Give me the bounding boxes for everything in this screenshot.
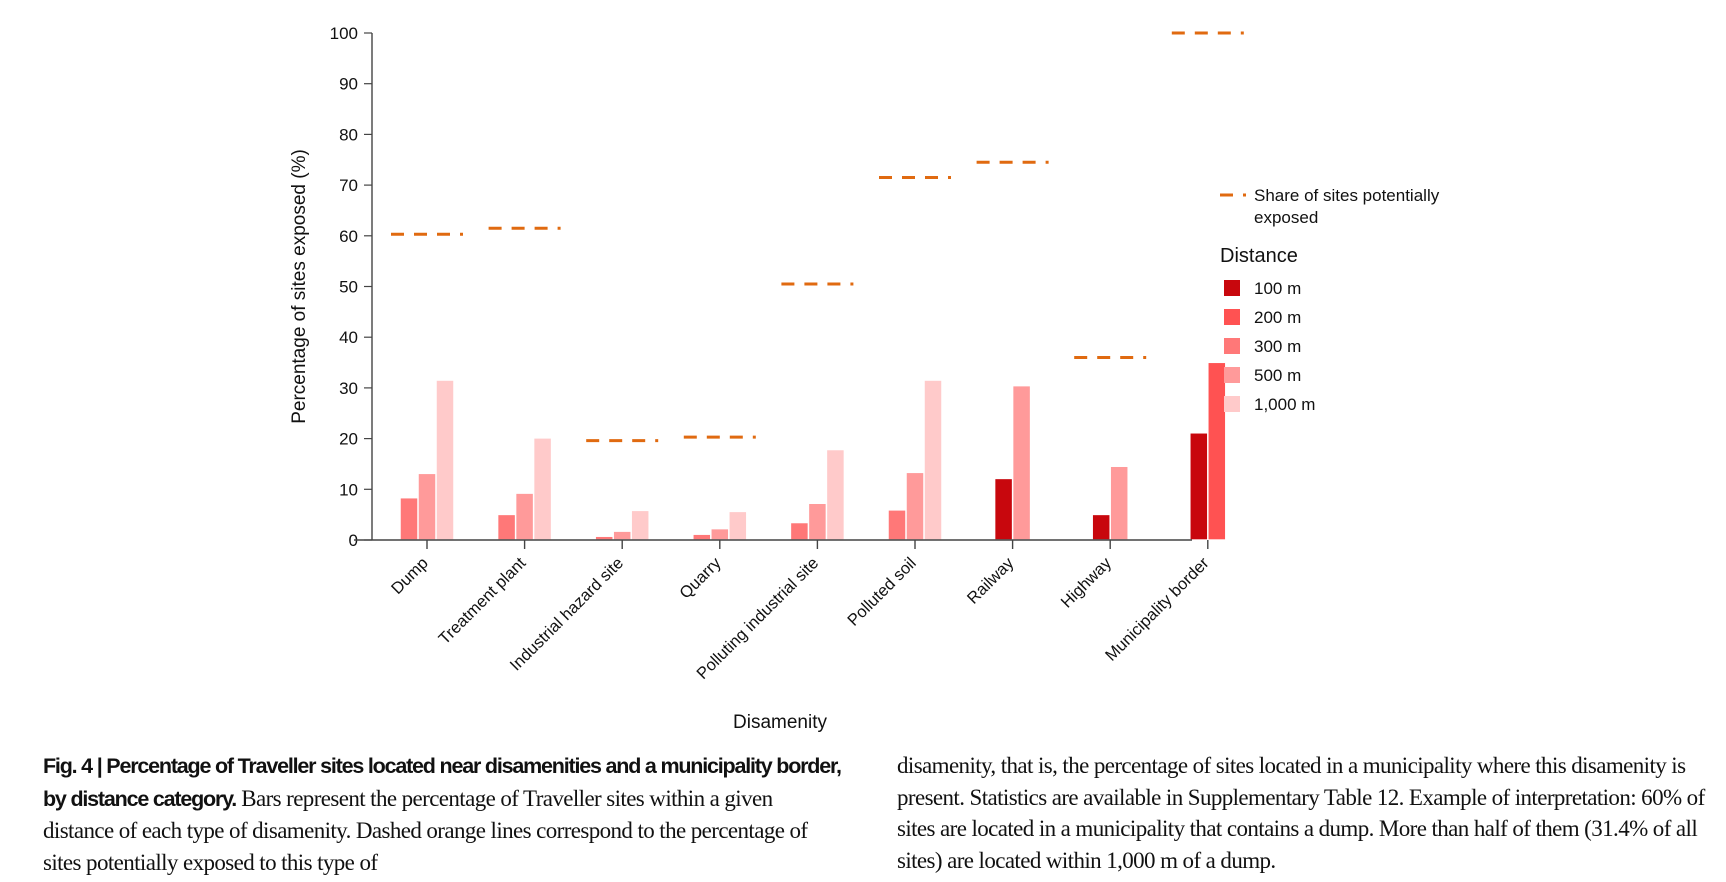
bar bbox=[1110, 466, 1128, 540]
bar bbox=[1190, 433, 1208, 540]
y-tick-label: 40 bbox=[339, 328, 358, 347]
legend-swatch bbox=[1224, 338, 1240, 354]
reference-lines-group bbox=[391, 31, 1244, 443]
legend-item-label: 100 m bbox=[1254, 279, 1301, 298]
y-tick-label: 70 bbox=[339, 176, 358, 195]
bar bbox=[436, 380, 454, 540]
y-tick-label: 100 bbox=[330, 24, 358, 43]
bar bbox=[516, 493, 533, 540]
bar bbox=[729, 512, 747, 540]
caption-text-left: Bars represent the percentage of Travell… bbox=[43, 785, 808, 875]
x-tick-label: Railway bbox=[964, 554, 1018, 608]
bar bbox=[791, 523, 808, 540]
x-axis-title: Disamenity bbox=[733, 712, 827, 733]
bar bbox=[888, 510, 906, 540]
caption-text-right: disamenity, that is, the percentage of s… bbox=[897, 753, 1705, 873]
legend-swatch bbox=[1224, 367, 1240, 383]
bar bbox=[400, 498, 418, 540]
x-tick-label: Highway bbox=[1058, 554, 1116, 612]
bars-group bbox=[400, 363, 1226, 540]
legend-item-label: 300 m bbox=[1254, 337, 1301, 356]
bar bbox=[924, 380, 942, 540]
y-tick-label: 10 bbox=[339, 480, 358, 499]
bar bbox=[827, 450, 844, 540]
y-tick-label: 80 bbox=[339, 125, 358, 144]
bar bbox=[534, 438, 551, 540]
bar bbox=[711, 529, 729, 540]
y-tick-label: 50 bbox=[339, 278, 358, 297]
legend-item-label: 500 m bbox=[1254, 366, 1301, 385]
legend: Share of sites potentially exposed Dista… bbox=[1220, 186, 1440, 414]
y-tick-label: 60 bbox=[339, 227, 358, 246]
x-tick-label: Treatment plant bbox=[435, 554, 529, 648]
legend-line-label: Share of sites potentially bbox=[1254, 186, 1440, 205]
x-tick-label: Polluted soil bbox=[844, 554, 920, 630]
figure-caption-right: disamenity, that is, the percentage of s… bbox=[897, 750, 1717, 876]
legend-items: 100 m 200 m 300 m 500 m 1,000 m bbox=[1224, 279, 1315, 414]
x-tick-label: Quarry bbox=[676, 554, 725, 603]
y-axis: 0 10 20 30 40 50 60 70 80 90 100 bbox=[330, 24, 373, 550]
bar bbox=[1208, 363, 1226, 540]
bar bbox=[595, 536, 613, 540]
x-tick-label: Industrial hazard site bbox=[507, 554, 627, 674]
bar bbox=[418, 474, 436, 540]
caption-title: Fig. 4 | Percentage of Traveller sites l… bbox=[43, 754, 842, 811]
bar bbox=[1092, 515, 1110, 540]
legend-title: Distance bbox=[1220, 245, 1298, 267]
legend-swatch bbox=[1224, 309, 1240, 325]
legend-swatch bbox=[1224, 280, 1240, 296]
y-axis-title: Percentage of sites exposed (%) bbox=[289, 149, 310, 424]
x-tick-label: Municipality border bbox=[1102, 554, 1213, 665]
bar bbox=[498, 515, 515, 540]
x-tick-label: Dump bbox=[388, 554, 432, 598]
y-tick-label: 20 bbox=[339, 430, 358, 449]
legend-item-label: 1,000 m bbox=[1254, 395, 1315, 414]
y-tick-label: 0 bbox=[349, 531, 358, 550]
legend-line-label-continued: exposed bbox=[1254, 208, 1318, 227]
bar bbox=[613, 531, 631, 540]
y-tick-label: 30 bbox=[339, 379, 358, 398]
bar bbox=[995, 479, 1012, 540]
bar bbox=[906, 473, 924, 540]
bar bbox=[1013, 386, 1030, 540]
bar bbox=[693, 534, 711, 540]
legend-item-label: 200 m bbox=[1254, 308, 1301, 327]
bar bbox=[631, 511, 649, 540]
y-tick-label: 90 bbox=[339, 75, 358, 94]
bar-chart: 0 10 20 30 40 50 60 70 80 90 100 Dump Treatment pla… bbox=[289, 24, 1440, 733]
figure-caption-left: Fig. 4 | Percentage of Traveller sites l… bbox=[43, 750, 843, 878]
bar bbox=[809, 504, 826, 540]
legend-swatch bbox=[1224, 396, 1240, 412]
